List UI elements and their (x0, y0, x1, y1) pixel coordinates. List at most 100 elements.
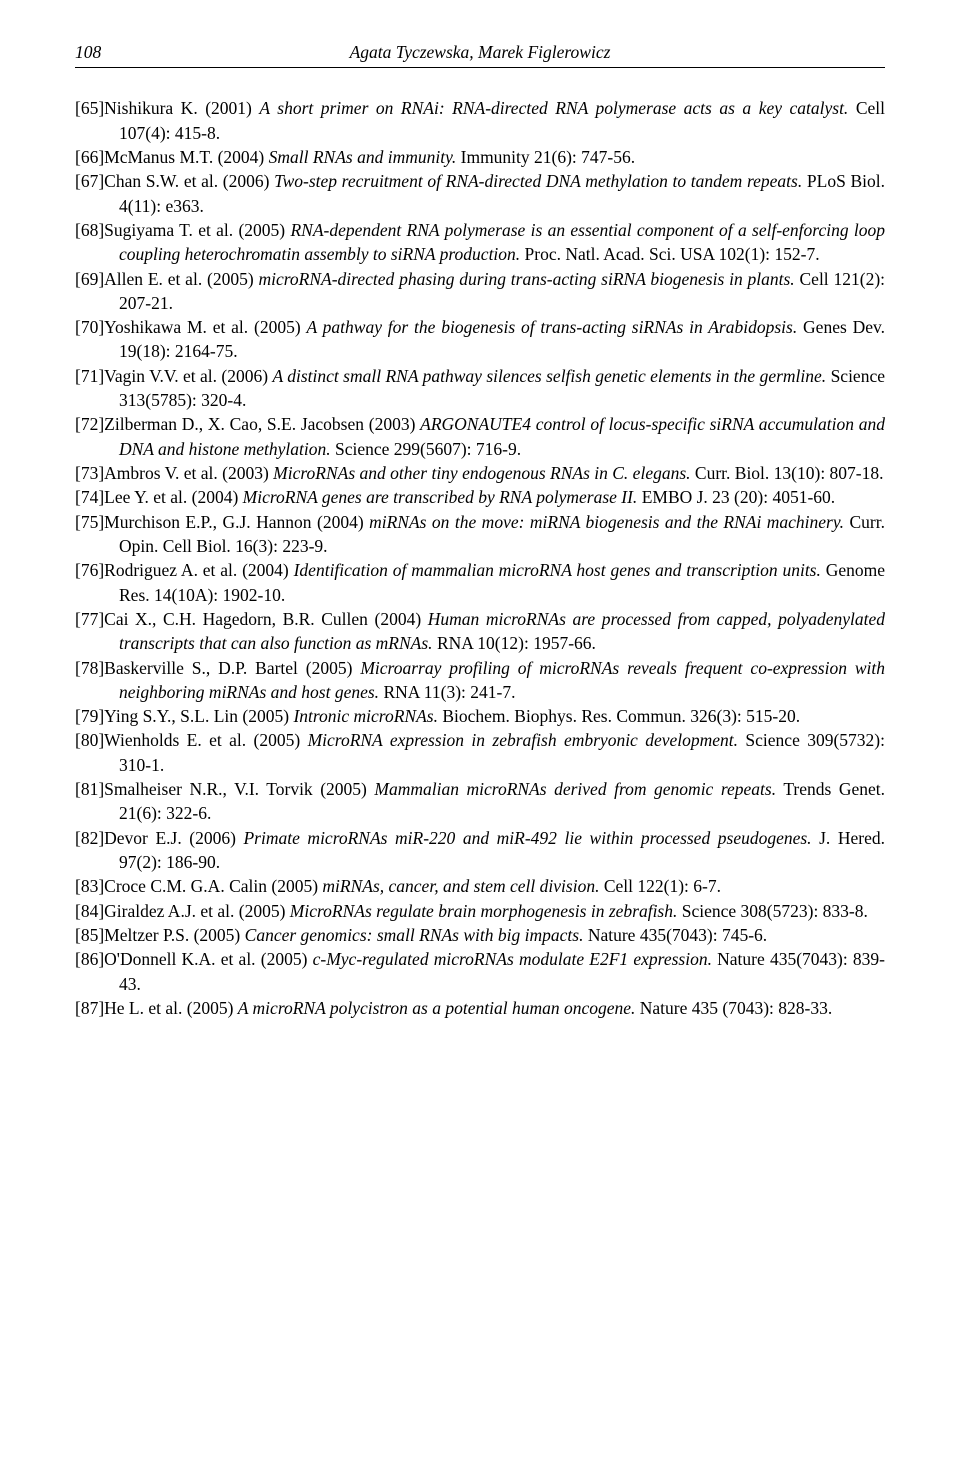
reference-authors: Chan S.W. et al. (2006) (104, 171, 274, 191)
reference-item: [72]Zilberman D., X. Cao, S.E. Jacobsen … (75, 412, 885, 461)
reference-source: Proc. Natl. Acad. Sci. USA 102(1): 152-7… (520, 244, 819, 264)
reference-title: Identification of mammalian microRNA hos… (294, 560, 821, 580)
running-head: Agata Tyczewska, Marek Figlerowicz (135, 40, 825, 64)
reference-authors: McManus M.T. (2004) (104, 147, 268, 167)
reference-number: [80] (75, 730, 104, 750)
reference-number: [69] (75, 269, 104, 289)
reference-title: Intronic microRNAs. (293, 706, 438, 726)
reference-authors: Cai X., C.H. Hagedorn, B.R. Cullen (2004… (104, 609, 428, 629)
reference-source: EMBO J. 23 (20): 4051-60. (637, 487, 835, 507)
reference-authors: Devor E.J. (2006) (104, 828, 243, 848)
reference-item: [69]Allen E. et al. (2005) microRNA-dire… (75, 267, 885, 316)
reference-source: Science 308(5723): 833-8. (677, 901, 868, 921)
reference-authors: Allen E. et al. (2005) (104, 269, 258, 289)
reference-source: Curr. Biol. 13(10): 807-18. (691, 463, 884, 483)
reference-authors: Giraldez A.J. et al. (2005) (104, 901, 290, 921)
reference-number: [71] (75, 366, 104, 386)
reference-title: microRNA-directed phasing during trans-a… (259, 269, 795, 289)
reference-authors: Yoshikawa M. et al. (2005) (104, 317, 306, 337)
reference-source: Nature 435 (7043): 828-33. (635, 998, 832, 1018)
reference-authors: Baskerville S., D.P. Bartel (2005) (104, 658, 360, 678)
reference-title: A pathway for the biogenesis of trans-ac… (306, 317, 797, 337)
reference-item: [80]Wienholds E. et al. (2005) MicroRNA … (75, 728, 885, 777)
reference-number: [66] (75, 147, 104, 167)
reference-title: c-Myc-regulated microRNAs modulate E2F1 … (313, 949, 712, 969)
reference-authors: Rodriguez A. et al. (2004) (104, 560, 293, 580)
reference-item: [75]Murchison E.P., G.J. Hannon (2004) m… (75, 510, 885, 559)
page-header: 108 Agata Tyczewska, Marek Figlerowicz (75, 40, 885, 68)
reference-item: [86]O'Donnell K.A. et al. (2005) c-Myc-r… (75, 947, 885, 996)
reference-source: RNA 11(3): 241-7. (379, 682, 515, 702)
reference-title: A distinct small RNA pathway silences se… (272, 366, 826, 386)
reference-item: [83]Croce C.M. G.A. Calin (2005) miRNAs,… (75, 874, 885, 898)
reference-title: MicroRNAs and other tiny endogenous RNAs… (273, 463, 690, 483)
reference-title: MicroRNA genes are transcribed by RNA po… (243, 487, 638, 507)
reference-number: [72] (75, 414, 104, 434)
reference-item: [85]Meltzer P.S. (2005) Cancer genomics:… (75, 923, 885, 947)
page-number: 108 (75, 40, 135, 64)
reference-item: [67]Chan S.W. et al. (2006) Two-step rec… (75, 169, 885, 218)
reference-number: [73] (75, 463, 104, 483)
reference-item: [74]Lee Y. et al. (2004) MicroRNA genes … (75, 485, 885, 509)
reference-item: [66]McManus M.T. (2004) Small RNAs and i… (75, 145, 885, 169)
reference-item: [77]Cai X., C.H. Hagedorn, B.R. Cullen (… (75, 607, 885, 656)
reference-number: [86] (75, 949, 104, 969)
reference-title: Mammalian microRNAs derived from genomic… (374, 779, 776, 799)
reference-item: [87]He L. et al. (2005) A microRNA polyc… (75, 996, 885, 1020)
reference-title: Cancer genomics: small RNAs with big imp… (245, 925, 584, 945)
reference-item: [70]Yoshikawa M. et al. (2005) A pathway… (75, 315, 885, 364)
reference-authors: Sugiyama T. et al. (2005) (104, 220, 290, 240)
reference-source: Science 299(5607): 716-9. (331, 439, 522, 459)
reference-authors: Ambros V. et al. (2003) (104, 463, 273, 483)
reference-item: [81]Smalheiser N.R., V.I. Torvik (2005) … (75, 777, 885, 826)
reference-authors: Murchison E.P., G.J. Hannon (2004) (104, 512, 369, 532)
reference-source: Immunity 21(6): 747-56. (456, 147, 635, 167)
reference-number: [68] (75, 220, 104, 240)
reference-number: [87] (75, 998, 104, 1018)
reference-number: [83] (75, 876, 104, 896)
reference-number: [84] (75, 901, 104, 921)
reference-title: A short primer on RNAi: RNA-directed RNA… (259, 98, 848, 118)
reference-authors: Vagin V.V. et al. (2006) (104, 366, 272, 386)
reference-authors: O'Donnell K.A. et al. (2005) (104, 949, 312, 969)
reference-title: Small RNAs and immunity. (269, 147, 457, 167)
reference-number: [79] (75, 706, 104, 726)
reference-title: A microRNA polycistron as a potential hu… (238, 998, 636, 1018)
reference-number: [82] (75, 828, 104, 848)
reference-title: miRNAs on the move: miRNA biogenesis and… (369, 512, 844, 532)
reference-number: [75] (75, 512, 104, 532)
reference-item: [65]Nishikura K. (2001) A short primer o… (75, 96, 885, 145)
reference-source: Biochem. Biophys. Res. Commun. 326(3): 5… (438, 706, 800, 726)
reference-authors: Wienholds E. et al. (2005) (104, 730, 307, 750)
reference-number: [70] (75, 317, 104, 337)
references-list: [65]Nishikura K. (2001) A short primer o… (75, 96, 885, 1020)
reference-number: [67] (75, 171, 104, 191)
reference-item: [79]Ying S.Y., S.L. Lin (2005) Intronic … (75, 704, 885, 728)
reference-authors: He L. et al. (2005) (104, 998, 238, 1018)
reference-authors: Croce C.M. G.A. Calin (2005) (104, 876, 322, 896)
reference-authors: Lee Y. et al. (2004) (104, 487, 243, 507)
reference-item: [82]Devor E.J. (2006) Primate microRNAs … (75, 826, 885, 875)
reference-item: [73]Ambros V. et al. (2003) MicroRNAs an… (75, 461, 885, 485)
reference-item: [68]Sugiyama T. et al. (2005) RNA-depend… (75, 218, 885, 267)
reference-title: MicroRNAs regulate brain morphogenesis i… (290, 901, 678, 921)
reference-number: [78] (75, 658, 104, 678)
reference-authors: Zilberman D., X. Cao, S.E. Jacobsen (200… (104, 414, 420, 434)
reference-source: Cell 122(1): 6-7. (599, 876, 721, 896)
reference-number: [81] (75, 779, 104, 799)
reference-number: [74] (75, 487, 104, 507)
reference-number: [85] (75, 925, 104, 945)
reference-authors: Meltzer P.S. (2005) (104, 925, 244, 945)
reference-authors: Ying S.Y., S.L. Lin (2005) (104, 706, 293, 726)
reference-source: Nature 435(7043): 745-6. (583, 925, 767, 945)
reference-item: [84]Giraldez A.J. et al. (2005) MicroRNA… (75, 899, 885, 923)
reference-authors: Smalheiser N.R., V.I. Torvik (2005) (104, 779, 374, 799)
reference-title: miRNAs, cancer, and stem cell division. (322, 876, 599, 896)
reference-title: Two-step recruitment of RNA-directed DNA… (274, 171, 802, 191)
reference-number: [76] (75, 560, 104, 580)
reference-number: [65] (75, 98, 104, 118)
reference-title: MicroRNA expression in zebrafish embryon… (308, 730, 738, 750)
reference-title: Primate microRNAs miR-220 and miR-492 li… (243, 828, 811, 848)
reference-item: [78]Baskerville S., D.P. Bartel (2005) M… (75, 656, 885, 705)
reference-authors: Nishikura K. (2001) (104, 98, 259, 118)
